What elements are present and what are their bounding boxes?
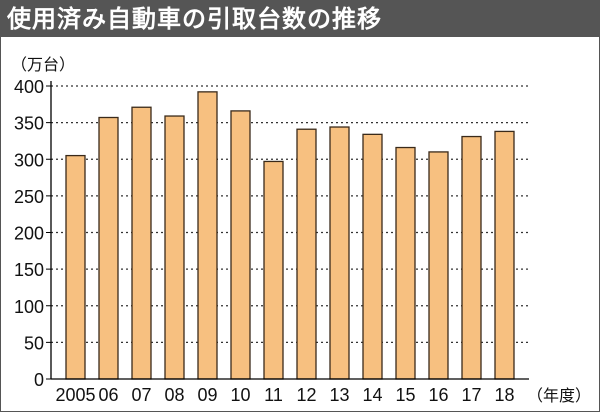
chart-title: 使用済み自動車の引取台数の推移 [1,1,599,37]
y-tick-label: 150 [14,260,44,280]
y-tick-label: 100 [14,297,44,317]
y-axis-label: （万台） [11,55,76,74]
y-tick-label: 0 [34,370,44,390]
bar [428,151,449,380]
bar [197,91,218,380]
bar [131,106,152,380]
y-tick-label: 400 [14,77,44,97]
bar [494,130,515,380]
bar [296,128,317,380]
x-tick-label: 16 [428,385,448,405]
y-tick-label: 350 [14,114,44,134]
x-tick-label: 09 [197,385,217,405]
x-tick-label: 10 [230,385,250,405]
bar [461,135,482,380]
x-tick-label: 15 [395,385,415,405]
x-tick-label: 13 [329,385,349,405]
x-tick-label: 18 [494,385,514,405]
x-tick-label: 07 [131,385,151,405]
bar [98,116,119,380]
x-tick-label: 2005 [55,385,95,405]
bar [362,133,383,380]
x-tick-label: 17 [461,385,481,405]
y-tick-label: 250 [14,187,44,207]
bar [395,146,416,380]
bar [263,160,284,380]
bar [65,154,86,380]
bar [329,126,350,380]
y-tick-label: 50 [24,333,44,353]
x-tick-label: 12 [296,385,316,405]
x-tick-label: 08 [164,385,184,405]
x-axis-label: （年度） [527,386,591,405]
x-tick-label: 06 [98,385,118,405]
y-tick-label: 200 [14,224,44,244]
x-tick-label: 11 [264,385,283,405]
y-tick-label: 300 [14,150,44,170]
bar [230,110,251,380]
x-tick-label: 14 [362,385,382,405]
bar [164,115,185,380]
